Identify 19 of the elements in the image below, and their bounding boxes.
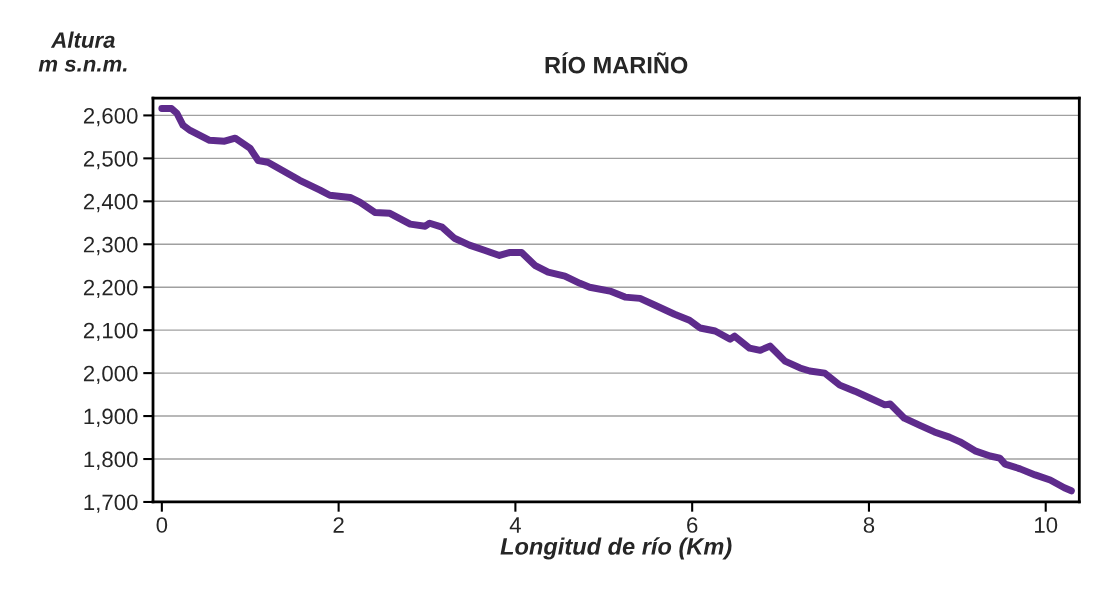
- y-tick-label: 1,900: [84, 408, 138, 427]
- x-tick-label: 6: [687, 517, 698, 533]
- y-tick-label: 2,300: [83, 236, 138, 256]
- y-tick-label: 2,600: [83, 107, 138, 127]
- x-axis-title: Longitud de río (Km): [500, 537, 732, 560]
- y-tick-label: 2,500: [83, 150, 138, 170]
- y-tick-label: 1,700: [84, 494, 138, 513]
- y-tick-label: 1,800: [84, 451, 138, 470]
- chart-title: RÍO MARIÑO: [545, 52, 688, 74]
- y-tick-label: 2,400: [83, 193, 138, 213]
- y-tick-label: 2,000: [83, 365, 138, 385]
- x-tick-label: 4: [509, 517, 521, 533]
- y-tick-label: 2,100: [83, 322, 138, 342]
- x-tick-label: 2: [333, 517, 344, 533]
- x-tick-label: 0: [156, 517, 168, 533]
- x-tick-label: 10: [1035, 517, 1058, 533]
- y-tick-label: 2,200: [83, 279, 138, 299]
- y-axis-title: Altura m s.n.m.: [38, 31, 127, 72]
- x-tick-label: 8: [863, 517, 875, 533]
